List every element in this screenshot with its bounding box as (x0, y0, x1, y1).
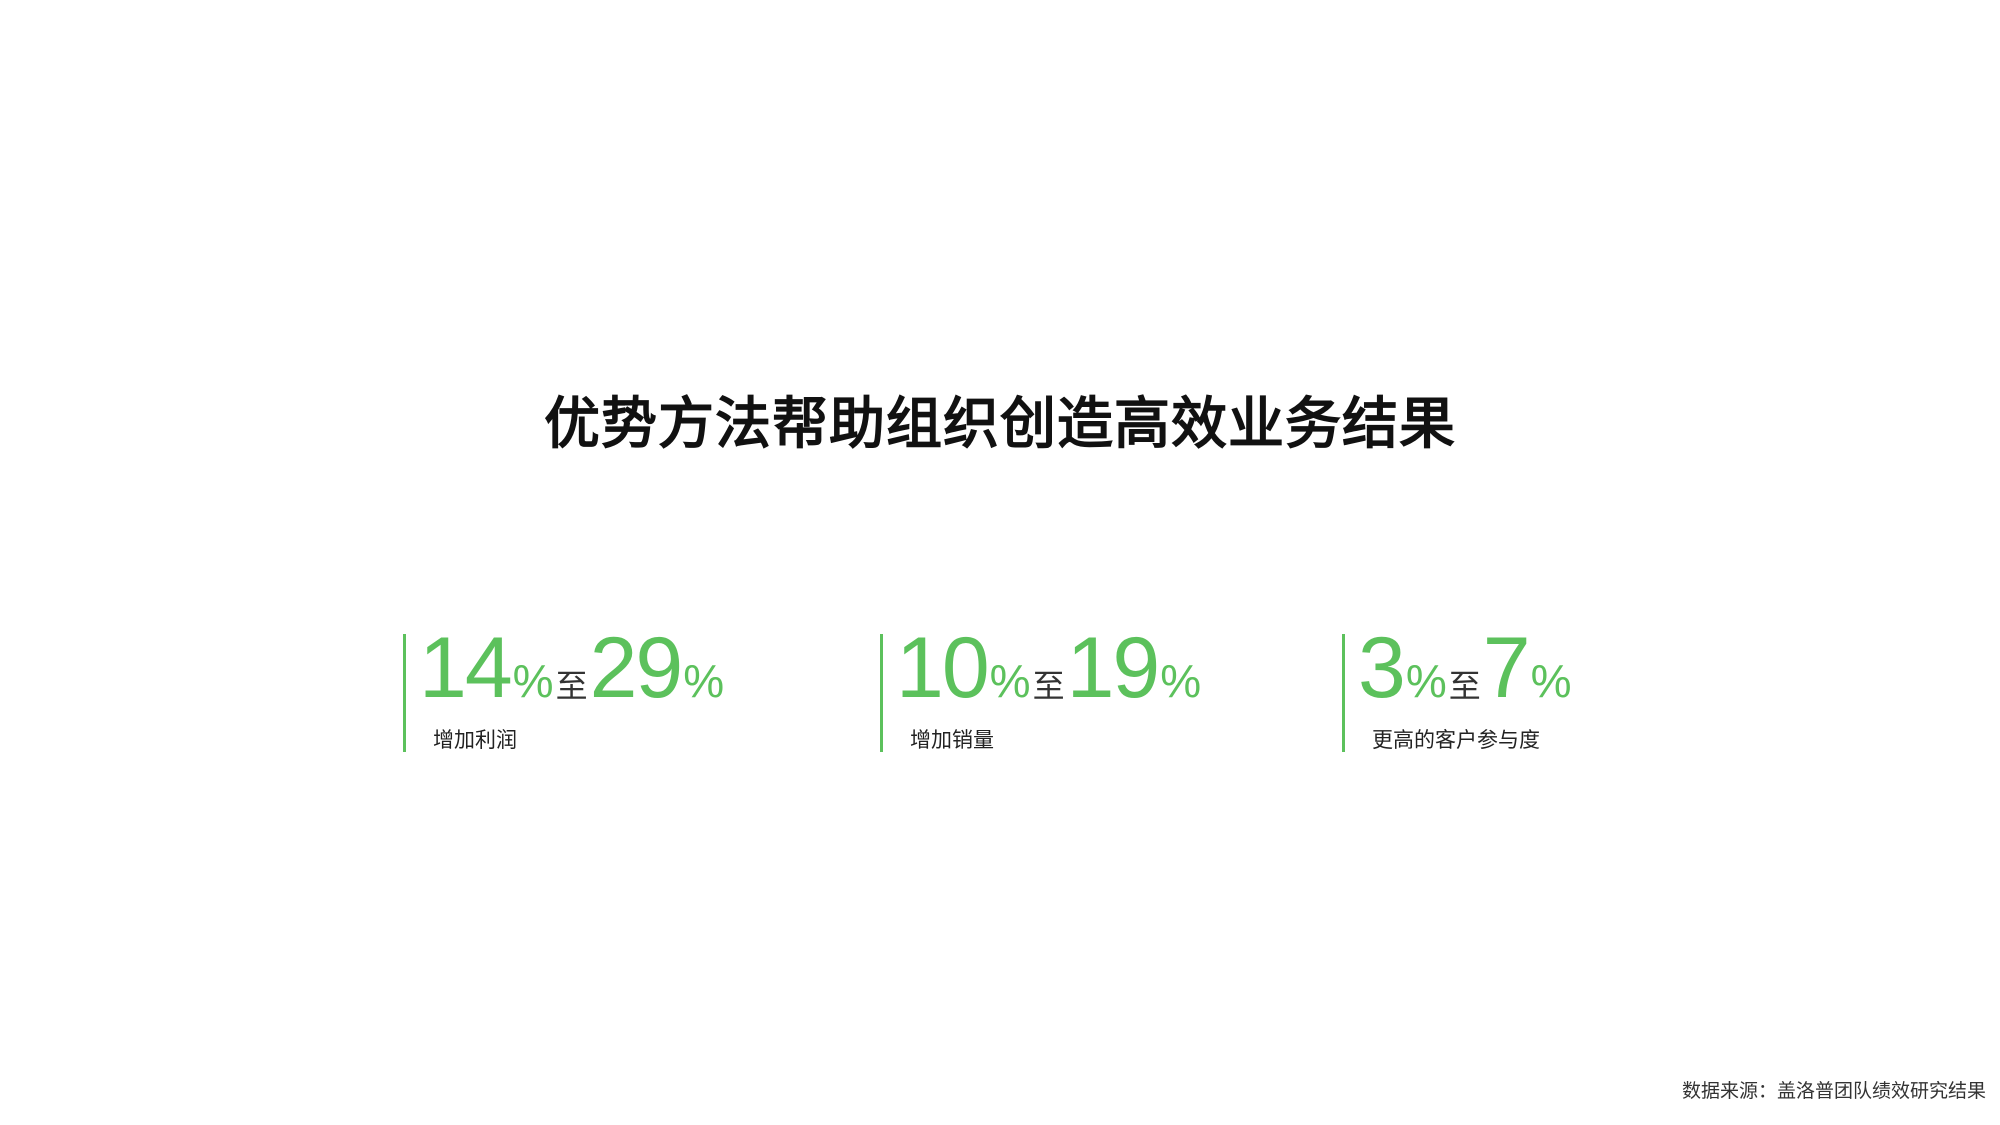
stat-label: 更高的客户参与度 (1372, 728, 1540, 752)
stat-label: 增加销量 (910, 728, 994, 752)
stat-value: 14%至29% (419, 625, 725, 711)
percent-sign: % (1405, 655, 1447, 707)
stat-from-value: 3 (1358, 620, 1406, 716)
accent-bar (880, 634, 883, 752)
stat-to-value: 7 (1482, 620, 1531, 716)
stat-from-value: 14 (419, 620, 513, 716)
range-connector: 至 (1032, 667, 1065, 705)
percent-sign: % (1160, 655, 1202, 707)
stat-label: 增加利润 (433, 728, 517, 752)
percent-sign: % (512, 655, 554, 707)
range-connector: 至 (555, 667, 588, 705)
stat-value: 10%至19% (896, 625, 1202, 711)
stat-to-value: 19 (1066, 620, 1161, 716)
percent-sign: % (683, 655, 725, 707)
stat-profit: 14%至29% 增加利润 (403, 625, 724, 755)
percent-sign: % (989, 655, 1031, 707)
range-connector: 至 (1448, 667, 1481, 705)
accent-bar (403, 634, 406, 752)
stat-value: 3%至7% (1358, 625, 1572, 711)
stat-to-value: 29 (589, 620, 684, 716)
stat-from-value: 10 (896, 620, 990, 716)
percent-sign: % (1530, 655, 1572, 707)
accent-bar (1342, 634, 1345, 752)
slide-title: 优势方法帮助组织创造高效业务结果 (544, 392, 1456, 457)
source-note: 数据来源：盖洛普团队绩效研究结果 (1681, 1080, 1986, 1102)
stat-engagement: 3%至7% 更高的客户参与度 (1342, 625, 1572, 755)
stat-sales: 10%至19% 增加销量 (880, 625, 1201, 755)
